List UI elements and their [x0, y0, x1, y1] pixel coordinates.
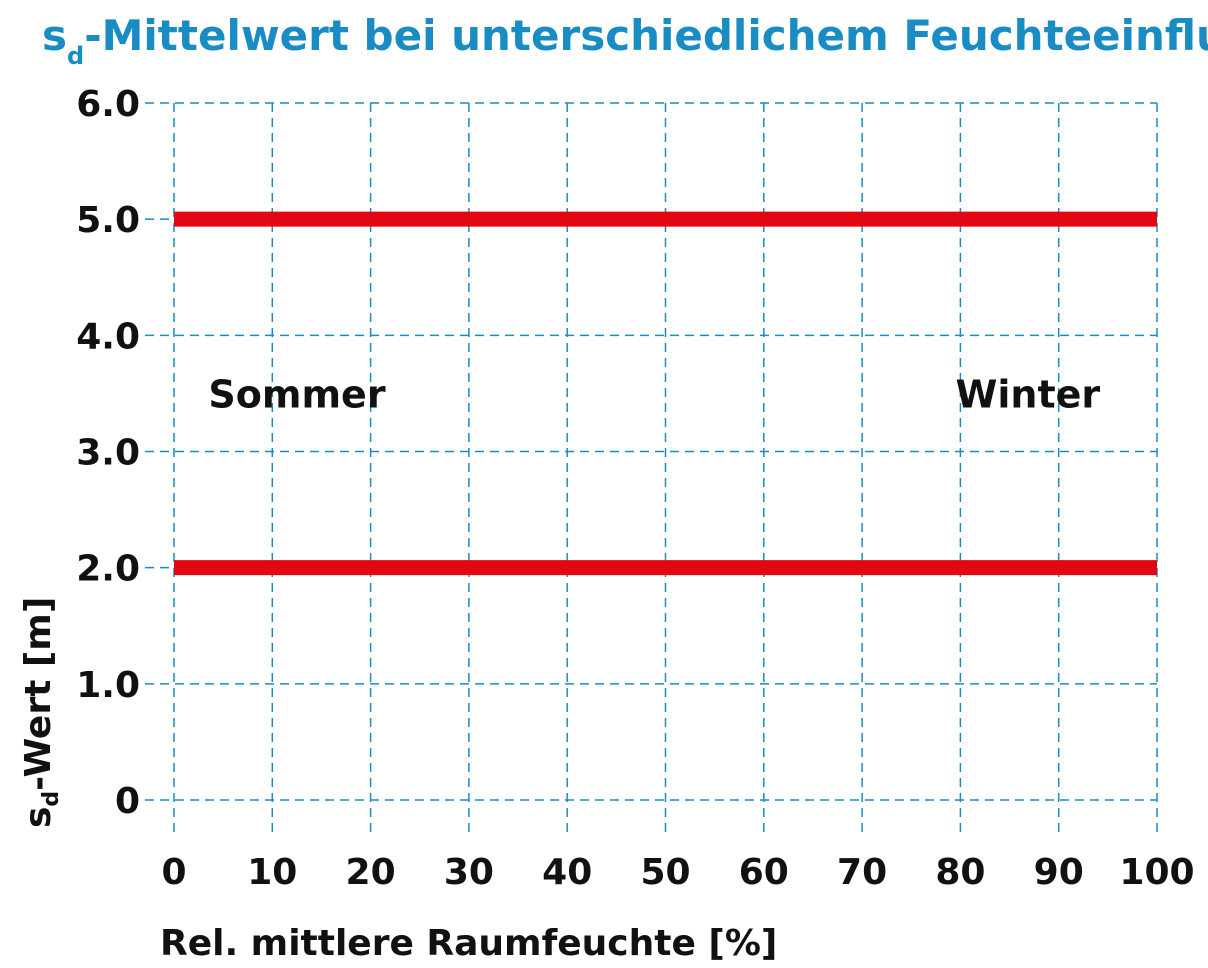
y-tick-label: 6.0: [76, 84, 140, 125]
series-group: [174, 211, 1157, 576]
annotation-sommer: Sommer: [208, 372, 385, 416]
y-tick-label: 2.0: [76, 549, 140, 590]
x-tick-labels: 0 10 20 30 40 50 60 70 80 90 100: [161, 852, 1194, 893]
x-tick-label: 90: [1034, 852, 1084, 893]
x-tick-label: 10: [247, 852, 297, 893]
y-axis-label-subscript: d: [39, 791, 64, 807]
y-axis-label-main: s: [18, 807, 59, 828]
x-tick-label: 80: [935, 852, 985, 893]
chart-title: sd-Mittelwert bei unterschiedlichem Feuc…: [42, 11, 1208, 70]
y-axis-label-rest: -Wert [m]: [18, 597, 59, 791]
x-tick-label: 40: [542, 852, 592, 893]
annotations: Sommer Winter: [208, 372, 1100, 416]
x-tick-label: 100: [1119, 852, 1194, 893]
x-tick-label: 50: [640, 852, 690, 893]
x-tick-label: 0: [161, 852, 186, 893]
x-axis-label: Rel. mittlere Raumfeuchte [%]: [160, 923, 777, 964]
x-tick-label: 30: [444, 852, 494, 893]
y-tick-label: 0: [115, 781, 140, 822]
y-tick-label: 4.0: [76, 316, 140, 357]
y-tick-label: 3.0: [76, 433, 140, 474]
x-tick-label: 60: [739, 852, 789, 893]
x-tick-label: 20: [346, 852, 396, 893]
y-axis-label: sd-Wert [m]: [18, 597, 64, 828]
y-tick-label: 1.0: [76, 665, 140, 706]
x-tick-label: 70: [837, 852, 887, 893]
chart-title-rest: -Mittelwert bei unterschiedlichem Feucht…: [84, 11, 1208, 60]
y-tick-label: 5.0: [76, 200, 140, 241]
chart-title-main: s: [42, 11, 67, 60]
annotation-winter: Winter: [955, 372, 1100, 416]
y-tick-labels: 0 1.0 2.0 3.0 4.0 5.0 6.0: [76, 84, 140, 822]
chart-title-subscript: d: [67, 42, 84, 70]
